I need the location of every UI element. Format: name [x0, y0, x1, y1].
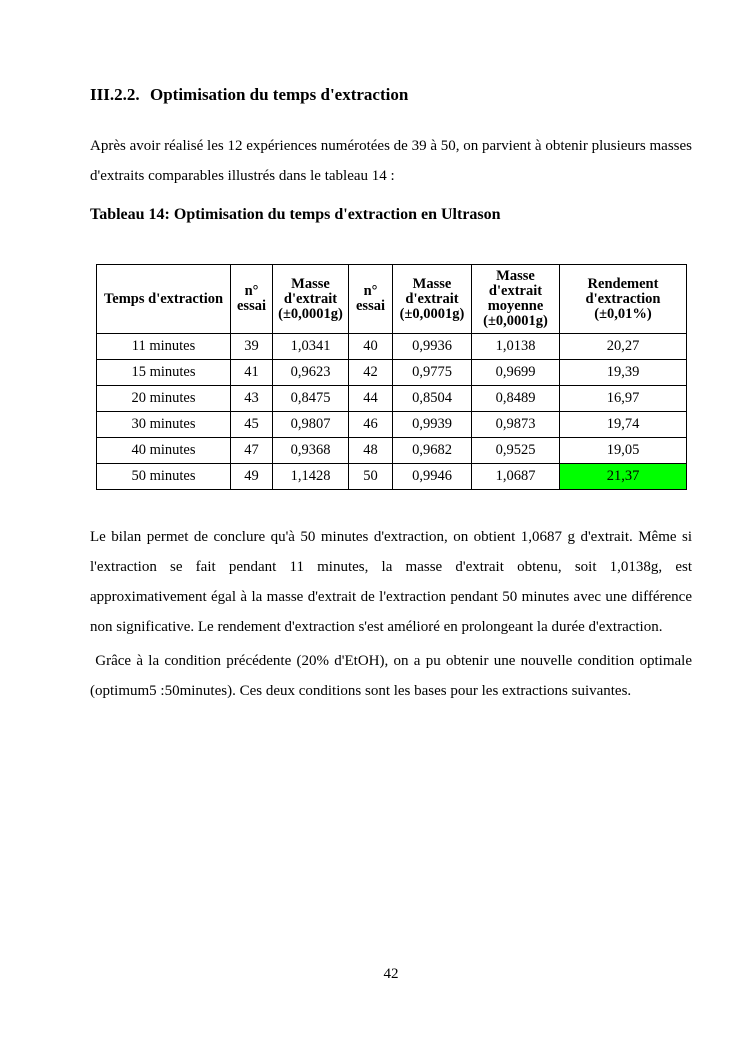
table-cell: 48 [348, 437, 393, 464]
table-header-cell: Rendement d'extraction (±0,01%) [559, 264, 687, 334]
page-number: 42 [383, 966, 399, 982]
section-number: III.2.2. [90, 85, 140, 104]
table-cell: 0,9682 [392, 437, 472, 464]
table-cell: 11 minutes [96, 333, 231, 360]
table-cell: 19,05 [559, 437, 687, 464]
table-cell: 20 minutes [96, 385, 231, 412]
table-cell: 0,9699 [471, 359, 560, 386]
section-title: Optimisation du temps d'extraction [150, 85, 409, 104]
table-cell: 45 [230, 411, 273, 438]
intro-paragraph: Après avoir réalisé les 12 expériences n… [90, 138, 692, 184]
table-cell: 49 [230, 463, 273, 490]
section-heading: III.2.2. Optimisation du temps d'extracti… [90, 84, 692, 105]
table-row: 20 minutes 43 0,8475 44 0,8504 0,8489 16,97 [96, 385, 687, 412]
table-cell: 39 [230, 333, 273, 360]
table-cell: 20,27 [559, 333, 687, 360]
table-row: 50 minutes 49 1,1428 50 0,9946 1,0687 21,37 [96, 463, 687, 490]
table-cell: 0,9807 [272, 411, 349, 438]
table-header-cell: Temps d'extraction [96, 264, 231, 334]
table-cell: 15 minutes [96, 359, 231, 386]
table-cell: 50 [348, 463, 393, 490]
table-cell: 0,9525 [471, 437, 560, 464]
table-row: 40 minutes 47 0,9368 48 0,9682 0,9525 19,05 [96, 437, 687, 464]
table-cell: 0,9936 [392, 333, 472, 360]
table-cell: 0,9368 [272, 437, 349, 464]
table-row: 11 minutes 39 1,0341 40 0,9936 1,0138 20,27 [96, 333, 687, 360]
table-cell: 1,1428 [272, 463, 349, 490]
table-cell: 0,8489 [471, 385, 560, 412]
table-cell: 1,0687 [471, 463, 560, 490]
table-header: Temps d'extraction n° essai Masse d'extrai… [96, 264, 687, 334]
table-cell: 0,9623 [272, 359, 349, 386]
note-paragraph: Grâce à la condition précédente (20% d'E… [90, 653, 696, 699]
table-cell: 46 [348, 411, 393, 438]
table-header-cell: n° essai [230, 264, 273, 334]
table-caption: Tableau 14: Optimisation du temps d'extr… [90, 206, 501, 223]
table-cell: 50 minutes [96, 463, 231, 490]
table-cell: 0,8504 [392, 385, 472, 412]
table-cell: 0,8475 [272, 385, 349, 412]
table-header-cell: Masse d'extrait (±0,0001g) [272, 264, 349, 334]
table-header-row: Temps d'extraction n° essai Masse d'extrai… [96, 264, 687, 334]
table-cell: 1,0138 [471, 333, 560, 360]
table-cell: 30 minutes [96, 411, 231, 438]
table-header-cell: n° essai [348, 264, 393, 334]
page-content: III.2.2. Optimisation du temps d'extracti… [90, 0, 692, 1053]
table-cell: 44 [348, 385, 393, 412]
table-row: 30 minutes 45 0,9807 46 0,9939 0,9873 19,74 [96, 411, 687, 438]
table-cell: 0,9775 [392, 359, 472, 386]
conclusion-paragraph: Le bilan permet de conclure qu'à 50 minu… [90, 529, 692, 635]
table-body: 11 minutes 39 1,0341 40 0,9936 1,0138 20,27 15 … [96, 333, 687, 490]
extraction-results-table: Temps d'extraction n° essai Masse d'extrai… [96, 264, 687, 490]
table-cell: 19,39 [559, 359, 687, 386]
table-row: 15 minutes 41 0,9623 42 0,9775 0,9699 19,39 [96, 359, 687, 386]
table-cell: 41 [230, 359, 273, 386]
table-header-cell: Masse d'extrait moyenne (±0,0001g) [471, 264, 560, 334]
table-cell: 47 [230, 437, 273, 464]
table-header-cell: Masse d'extrait (±0,0001g) [392, 264, 472, 334]
table-cell: 0,9939 [392, 411, 472, 438]
table-cell: 0,9946 [392, 463, 472, 490]
table-cell-highlighted: 21,37 [559, 463, 687, 490]
table-cell: 1,0341 [272, 333, 349, 360]
table-cell: 0,9873 [471, 411, 560, 438]
table-cell: 19,74 [559, 411, 687, 438]
table-cell: 40 minutes [96, 437, 231, 464]
table-cell: 16,97 [559, 385, 687, 412]
table-cell: 40 [348, 333, 393, 360]
table-cell: 42 [348, 359, 393, 386]
table-cell: 43 [230, 385, 273, 412]
